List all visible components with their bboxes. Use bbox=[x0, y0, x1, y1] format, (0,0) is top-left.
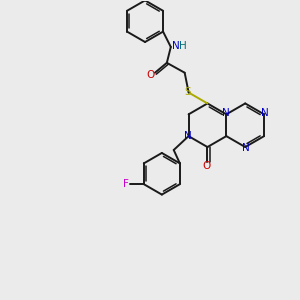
Text: N: N bbox=[242, 143, 250, 153]
Text: O: O bbox=[147, 70, 155, 80]
Text: F: F bbox=[123, 179, 129, 189]
Text: H: H bbox=[179, 41, 187, 51]
Text: N: N bbox=[223, 108, 230, 118]
Text: N: N bbox=[172, 41, 180, 51]
Text: O: O bbox=[202, 161, 211, 171]
Text: S: S bbox=[184, 86, 191, 97]
Text: N: N bbox=[184, 131, 191, 141]
Text: N: N bbox=[261, 108, 269, 118]
